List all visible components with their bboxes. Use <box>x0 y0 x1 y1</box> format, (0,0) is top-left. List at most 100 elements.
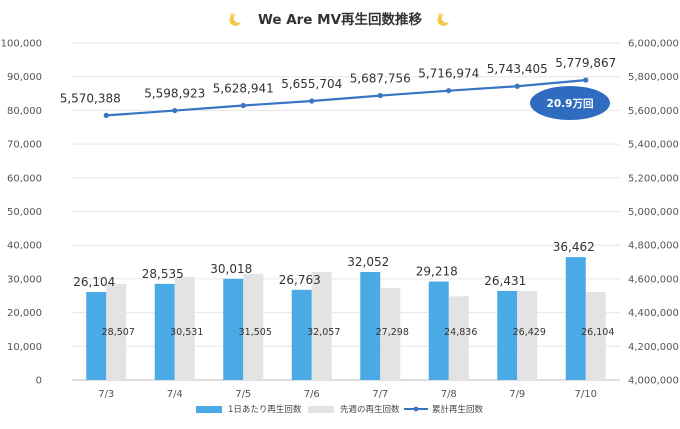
bar-daily <box>86 292 107 380</box>
x-tick-label: 7/3 <box>98 389 114 400</box>
bar-daily-label: 26,763 <box>279 273 321 287</box>
bar-daily-label: 26,431 <box>484 274 526 288</box>
legend-marker-cumulative <box>413 406 419 412</box>
bar-daily-label: 30,018 <box>210 262 252 276</box>
cumulative-label: 5,743,405 <box>487 62 548 76</box>
bar-last-week <box>517 290 538 380</box>
bar-daily <box>428 281 449 380</box>
cumulative-label: 5,598,923 <box>144 87 205 101</box>
line-labels: 5,570,388 5,598,923 5,628,941 5,655,704 5,68… <box>60 56 617 105</box>
bar-daily-label: 36,462 <box>553 240 595 254</box>
right-tick-label: 4,200,000 <box>628 342 679 353</box>
x-tick-label: 7/9 <box>509 389 525 400</box>
bar-daily <box>291 289 312 380</box>
x-tick-label: 7/5 <box>235 389 251 400</box>
left-tick-label: 80,000 <box>7 106 42 117</box>
left-tick-label: 70,000 <box>7 140 42 151</box>
bar-last-week <box>106 283 127 380</box>
left-tick-label: 20,000 <box>7 308 42 319</box>
cumulative-point <box>172 107 178 114</box>
bar-daily <box>223 278 244 380</box>
legend-label-last-week: 先週の再生回数 <box>340 404 400 415</box>
legend-swatch-last-week <box>308 406 334 413</box>
x-tick-label: 7/6 <box>304 389 320 400</box>
cumulative-line <box>103 77 589 118</box>
callout-text: 20.9万回 <box>547 98 594 110</box>
sparkle-moon-icon <box>437 12 449 26</box>
bars <box>86 257 606 380</box>
left-tick-label: 0 <box>36 376 42 387</box>
x-tick-label: 7/10 <box>575 389 597 400</box>
x-tick-label: 7/7 <box>372 389 388 400</box>
cumulative-label: 5,628,941 <box>213 82 274 96</box>
cumulative-label: 5,687,756 <box>350 72 411 86</box>
bar-last-week-label: 32,057 <box>307 327 340 338</box>
bar-labels: 26,104 28,507 28,535 30,531 30,018 31,505 26,7… <box>73 240 614 338</box>
cumulative-point <box>377 93 383 99</box>
bar-last-week-label: 26,104 <box>581 327 614 338</box>
bar-last-week-label: 24,836 <box>444 327 477 338</box>
bar-last-week <box>174 277 195 380</box>
bar-last-week-label: 31,505 <box>239 327 272 338</box>
bar-daily <box>360 271 381 380</box>
bar-last-week <box>585 292 606 380</box>
bar-daily <box>497 290 518 380</box>
cumulative-point <box>583 77 589 83</box>
bar-daily-label: 28,535 <box>142 267 184 281</box>
left-tick-label: 60,000 <box>7 173 42 184</box>
callout-badge: 20.9万回 <box>530 86 610 120</box>
legend-label-daily: 1日あたり再生回数 <box>228 404 302 415</box>
bar-last-week-label: 26,429 <box>513 327 546 338</box>
bar-last-week-label: 27,298 <box>376 327 409 338</box>
sparkle-moon-icon <box>229 12 241 26</box>
cumulative-point <box>309 98 315 104</box>
x-axis: 7/3 7/4 7/5 7/6 7/7 7/8 7/9 7/10 <box>98 389 597 400</box>
bar-last-week-label: 30,531 <box>170 327 203 338</box>
bar-daily <box>565 257 586 380</box>
chart-title-group: We Are MV再生回数推移 <box>229 11 449 28</box>
cumulative-point <box>103 112 109 118</box>
bar-daily-label: 29,218 <box>416 265 458 279</box>
left-tick-label: 10,000 <box>7 342 42 353</box>
cumulative-point <box>446 88 452 94</box>
bar-last-week <box>448 296 469 380</box>
left-axis: 0 10,000 20,000 30,000 40,000 50,000 60,000 70,… <box>1 39 42 387</box>
left-tick-label: 50,000 <box>7 207 42 218</box>
legend-label-cumulative: 累計再生回数 <box>432 404 484 415</box>
cumulative-point <box>240 102 246 109</box>
right-tick-label: 4,800,000 <box>628 241 679 252</box>
legend: 1日あたり再生回数 先週の再生回数 累計再生回数 <box>196 404 484 415</box>
x-tick-label: 7/4 <box>167 389 183 400</box>
cumulative-point <box>514 83 520 89</box>
bar-daily-label: 26,104 <box>73 275 115 289</box>
cumulative-line-path <box>106 78 586 117</box>
right-tick-label: 4,000,000 <box>628 376 679 387</box>
right-tick-label: 5,200,000 <box>628 173 679 184</box>
left-tick-label: 40,000 <box>7 241 42 252</box>
bar-last-week-label: 28,507 <box>102 327 135 338</box>
bar-daily <box>154 283 175 380</box>
x-tick-label: 7/8 <box>441 389 457 400</box>
cumulative-label: 5,716,974 <box>418 67 479 81</box>
cumulative-label: 5,779,867 <box>555 56 616 70</box>
bar-daily-label: 32,052 <box>347 255 389 269</box>
chart-title: We Are MV再生回数推移 <box>258 11 423 28</box>
right-tick-label: 4,400,000 <box>628 308 679 319</box>
right-tick-label: 5,400,000 <box>628 140 679 151</box>
right-tick-label: 5,800,000 <box>628 72 679 83</box>
right-tick-label: 4,600,000 <box>628 274 679 285</box>
left-tick-label: 30,000 <box>7 274 42 285</box>
cumulative-label: 5,570,388 <box>60 91 121 105</box>
callout-ellipse <box>530 86 610 120</box>
left-tick-label: 100,000 <box>1 39 42 50</box>
cumulative-label: 5,655,704 <box>281 77 342 91</box>
right-axis: 4,000,000 4,200,000 4,400,000 4,600,000 4,80… <box>628 39 679 387</box>
right-tick-label: 6,000,000 <box>628 39 679 50</box>
bar-last-week <box>380 288 401 380</box>
left-tick-label: 90,000 <box>7 72 42 83</box>
legend-swatch-daily <box>196 406 222 413</box>
right-tick-label: 5,600,000 <box>628 106 679 117</box>
right-tick-label: 5,000,000 <box>628 207 679 218</box>
